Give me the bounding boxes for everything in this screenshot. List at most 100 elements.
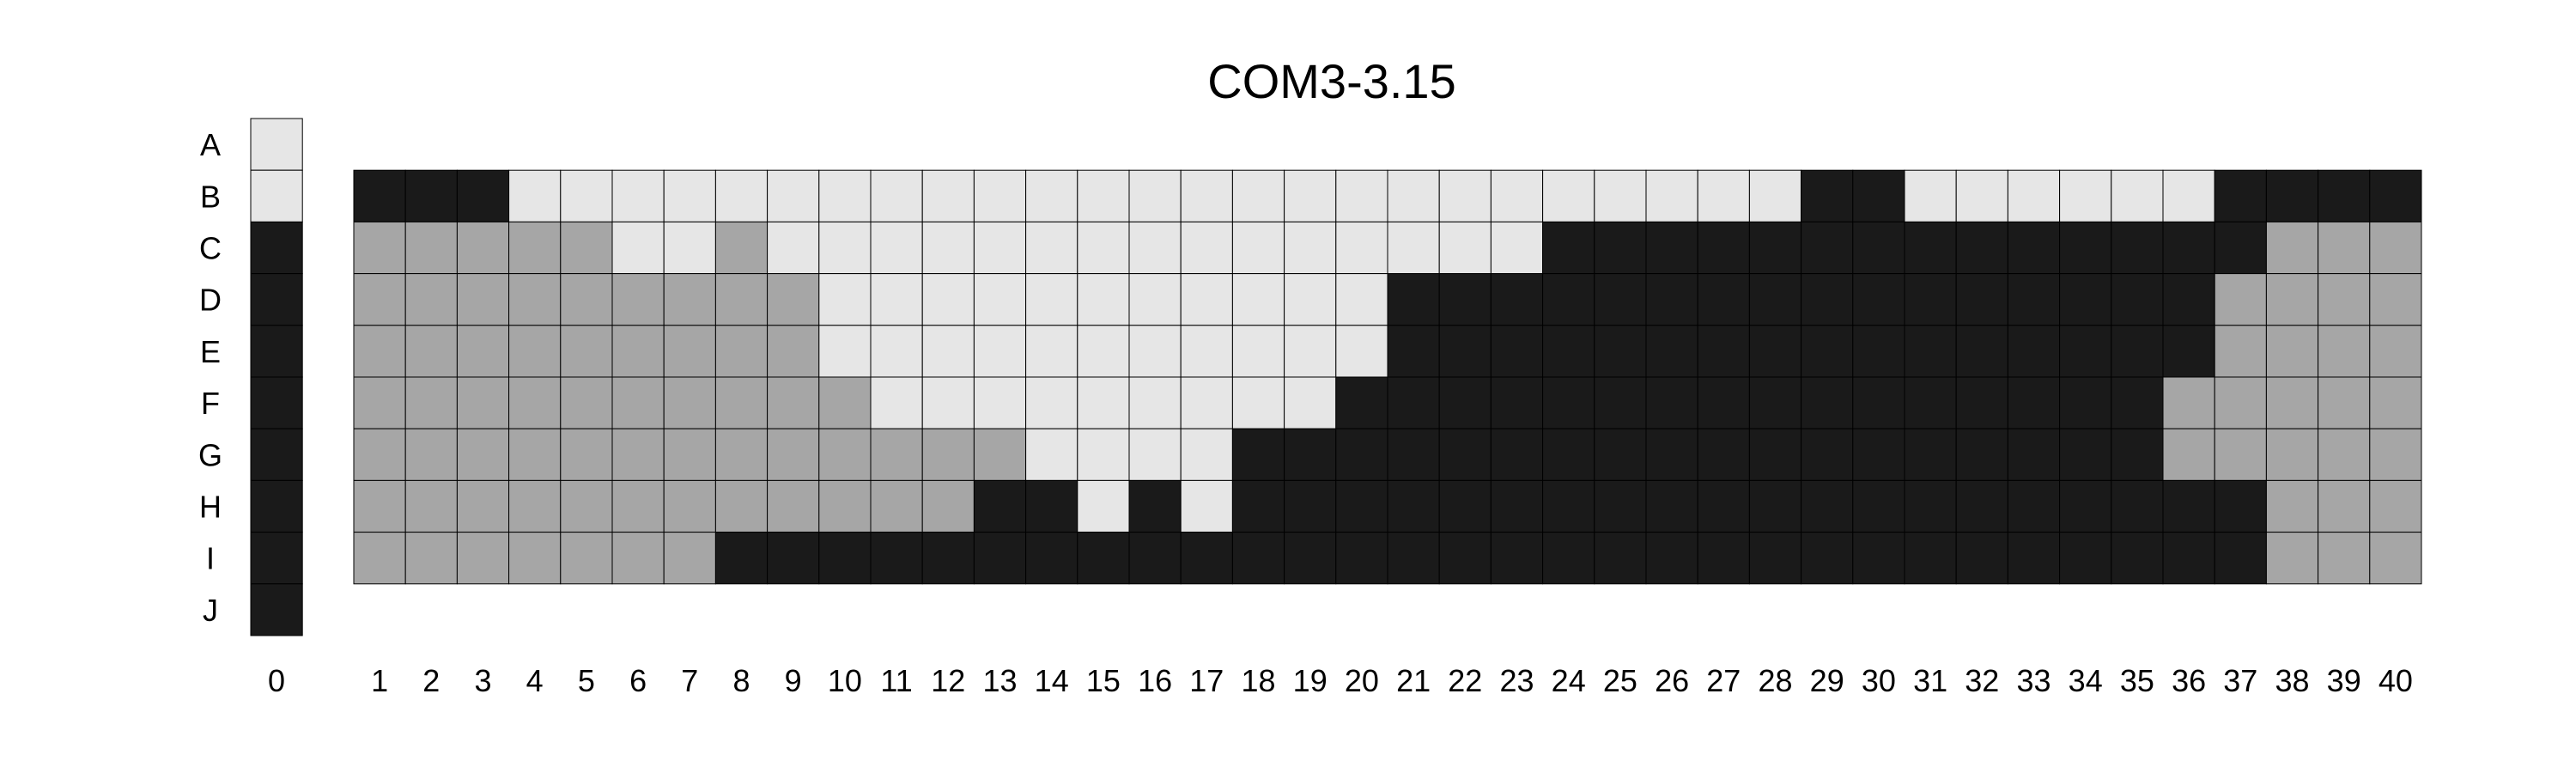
heatmap-cell	[1490, 479, 1544, 533]
heatmap-cell	[1284, 376, 1337, 429]
heatmap-cell	[1748, 169, 1802, 222]
heatmap-cell	[353, 169, 406, 222]
heatmap-cell	[2111, 428, 2164, 481]
column-tick-label: 6	[629, 663, 647, 698]
heatmap-cell	[353, 479, 406, 533]
column-tick-label: 10	[828, 663, 862, 698]
heatmap-cell	[2111, 532, 2164, 585]
heatmap-cell	[1801, 221, 1854, 275]
heatmap-cell	[1387, 169, 1440, 222]
heatmap-cell	[1748, 325, 1802, 378]
heatmap-cell	[1231, 376, 1285, 429]
heatmap-cell	[2265, 273, 2319, 326]
heatmap-cell	[2318, 221, 2371, 275]
column-tick-label: 32	[1965, 663, 1999, 698]
heatmap-cell	[1852, 479, 1905, 533]
heatmap-cell	[611, 169, 665, 222]
heatmap-cell	[1025, 325, 1078, 378]
heatmap-cell	[714, 479, 769, 533]
heatmap-cell	[1904, 479, 1957, 533]
heatmap-cell	[2318, 479, 2371, 533]
heatmap-cell	[1697, 221, 1750, 275]
heatmap-cell	[1645, 169, 1698, 222]
heatmap-cell	[1904, 169, 1957, 222]
heatmap-cell	[921, 273, 975, 326]
heatmap-cell	[2059, 325, 2112, 378]
heatmap-cell	[1077, 273, 1130, 326]
heatmap-cell	[353, 221, 406, 275]
heatmap-cell	[870, 221, 923, 275]
heatmap-cell	[663, 479, 716, 533]
heatmap-cell	[2111, 479, 2164, 533]
heatmap-cell	[973, 532, 1027, 585]
heatmap-cell	[1335, 428, 1388, 481]
column-tick-label: 36	[2172, 663, 2206, 698]
column-tick-label: 34	[2069, 663, 2103, 698]
heatmap-cell	[818, 376, 872, 429]
heatmap-cell	[2162, 428, 2215, 481]
column-tick-label: 38	[2275, 663, 2309, 698]
heatmap-cell	[404, 273, 458, 326]
grid-cells	[353, 169, 2422, 585]
heatmap-cell	[1180, 428, 1233, 481]
heatmap-cell	[870, 273, 923, 326]
heatmap-cell	[1128, 376, 1182, 429]
heatmap-cell	[1697, 428, 1750, 481]
heatmap-cell	[611, 221, 665, 275]
column-tick-label: 5	[578, 663, 595, 698]
heatmap-cell	[767, 428, 820, 481]
heatmap-cell	[1490, 428, 1544, 481]
heatmap-cell	[1284, 221, 1337, 275]
heatmap-cell	[973, 479, 1027, 533]
heatmap-cell	[250, 479, 303, 533]
heatmap-cell	[663, 273, 716, 326]
heatmap-cell	[1284, 532, 1337, 585]
heatmap-cell	[250, 169, 303, 222]
heatmap-cell	[870, 479, 923, 533]
heatmap-cell	[663, 428, 716, 481]
heatmap-cell	[1335, 273, 1388, 326]
heatmap-cell	[1438, 221, 1492, 275]
heatmap-cell	[2214, 479, 2267, 533]
heatmap-cell	[1490, 532, 1544, 585]
heatmap-cell	[921, 376, 975, 429]
heatmap-cell	[870, 428, 923, 481]
heatmap-cell	[1801, 325, 1854, 378]
heatmap-cell	[1904, 428, 1957, 481]
heatmap-cell	[1542, 532, 1595, 585]
heatmap-cell	[1645, 325, 1698, 378]
heatmap-cell	[1231, 273, 1285, 326]
heatmap-cell	[2369, 325, 2422, 378]
heatmap-cell	[2059, 532, 2112, 585]
heatmap-cell	[1438, 428, 1492, 481]
heatmap-cell	[611, 428, 665, 481]
heatmap-cell	[767, 325, 820, 378]
heatmap-cell	[2214, 428, 2267, 481]
column-tick-label: 19	[1293, 663, 1327, 698]
heatmap-cell	[1284, 479, 1337, 533]
column-tick-label: 13	[982, 663, 1017, 698]
heatmap-cell	[1594, 273, 1647, 326]
heatmap-cell	[1542, 376, 1595, 429]
heatmap-cell	[1077, 325, 1130, 378]
heatmap-cell	[1128, 479, 1182, 533]
heatmap-cell	[2162, 273, 2215, 326]
heatmap-cell	[250, 325, 303, 378]
heatmap-cell	[1542, 169, 1595, 222]
heatmap-cell	[1180, 169, 1233, 222]
heatmap-cell	[456, 273, 510, 326]
heatmap-cell	[767, 169, 820, 222]
column-tick-label: 7	[681, 663, 698, 698]
heatmap-cell	[2059, 428, 2112, 481]
column-tick-label: 3	[474, 663, 491, 698]
heatmap-cell	[2059, 479, 2112, 533]
heatmap-cell	[1025, 273, 1078, 326]
heatmap-cell	[508, 325, 562, 378]
heatmap-cell	[818, 325, 872, 378]
heatmap-cell	[1955, 325, 2008, 378]
row-label: H	[199, 490, 222, 525]
heatmap-cell	[1852, 532, 1905, 585]
heatmap-cell	[2265, 479, 2319, 533]
heatmap-cell	[2007, 221, 2061, 275]
heatmap-cell	[560, 325, 613, 378]
